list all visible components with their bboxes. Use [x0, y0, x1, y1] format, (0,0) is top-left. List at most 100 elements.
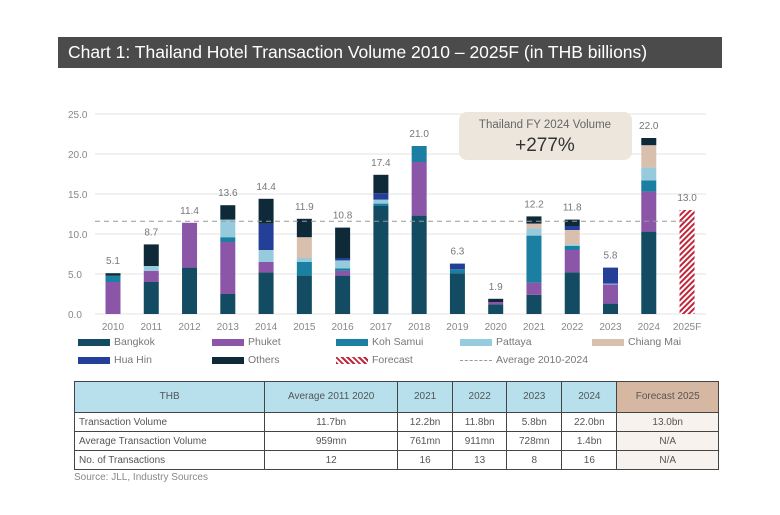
x-tick-label: 2011: [141, 322, 163, 333]
table-cell: 13.0bn: [616, 412, 719, 432]
bar-segment-bangkok: [603, 303, 619, 314]
bar-segment-koh-samui: [564, 246, 580, 250]
legend-item: Phuket: [212, 336, 281, 348]
legend-label: Phuket: [248, 336, 281, 348]
bar-segment-phuket: [182, 222, 198, 268]
bar-segment-phuket: [258, 262, 274, 273]
bar-segment-phuket: [220, 242, 236, 294]
bar-segment-chiang-mai: [526, 223, 542, 229]
table-cell: 11.8bn: [452, 412, 508, 432]
y-tick-label: 20.0: [68, 150, 88, 161]
bar-segment-pattaya: [373, 199, 389, 204]
data-label: 14.4: [256, 182, 276, 193]
bar-segment-koh-samui: [220, 237, 236, 242]
x-tick-label: 2019: [446, 322, 469, 333]
bar-segment-pattaya: [258, 250, 274, 262]
table-cell: 16: [397, 450, 454, 470]
bar-segment-bangkok: [411, 215, 427, 314]
bar-segment-pattaya: [296, 258, 312, 262]
legend-item: Bangkok: [78, 336, 155, 348]
bar-segment-phuket: [488, 302, 504, 305]
data-label: 12.2: [524, 199, 544, 210]
bar-segment-chiang-mai: [641, 145, 657, 168]
x-tick-label: 2010: [102, 322, 125, 333]
table-row: Transaction Volume 11.7bn 12.2bn 11.8bn 5.8b…: [73, 412, 719, 432]
x-tick-label: 2016: [331, 322, 354, 333]
table-cell: 728mn: [506, 431, 563, 451]
legend-item: Forecast: [336, 354, 413, 366]
table-cell: N/A: [616, 450, 719, 470]
x-tick-label: 2015: [293, 322, 316, 333]
table-cell: 911mn: [452, 431, 508, 451]
table-cell: 5.8bn: [506, 412, 563, 432]
bar-segment-phuket: [335, 270, 351, 276]
legend-swatch: [212, 338, 244, 346]
x-tick-label: 2025F: [673, 322, 701, 333]
bar-segment-hua-hin: [564, 226, 580, 230]
bar-segment-bangkok: [449, 273, 465, 314]
bar-segment-pattaya: [143, 266, 159, 271]
legend-label: Forecast: [372, 354, 413, 366]
x-tick-label: 2022: [561, 322, 584, 333]
y-tick-label: 15.0: [68, 190, 88, 201]
bar-segment-chiang-mai: [296, 237, 312, 258]
table-header: Forecast 2025: [616, 381, 719, 413]
bar-segment-koh-samui: [373, 203, 389, 206]
bar-segment-hua-hin: [258, 223, 274, 250]
data-label: 17.4: [371, 158, 391, 169]
table-header: 2021: [397, 381, 454, 413]
data-label: 13.0: [677, 193, 697, 204]
legend-label: Others: [248, 354, 280, 366]
x-tick-label: 2018: [408, 322, 431, 333]
bar-segment-phuket: [105, 282, 121, 314]
bar-segment-phuket: [641, 191, 657, 232]
bar-segment-pattaya: [526, 228, 542, 236]
x-tick-label: 2024: [638, 322, 661, 333]
bar-segment-bangkok: [182, 267, 198, 314]
legend-item: Others: [212, 354, 280, 366]
table-cell: Transaction Volume: [73, 412, 266, 432]
bar-segment-koh-samui: [641, 180, 657, 192]
bar-segment-others: [641, 138, 657, 146]
bar-segment-koh-samui: [296, 262, 312, 276]
table-header: Average 2011 2020: [264, 381, 399, 413]
data-label: 13.6: [218, 188, 238, 199]
stacked-bar-chart: 0.0 5.0 10.0 15.0 20.0 25.0 2010 5.1 2011 8.7 2012…: [68, 110, 706, 333]
bar-segment-phuket: [143, 270, 159, 282]
source-note: Source: JLL, Industry Sources: [74, 472, 208, 483]
table-cell: No. of Transactions: [73, 450, 266, 470]
table-cell: 761mn: [397, 431, 454, 451]
data-label: 6.3: [450, 247, 464, 258]
y-tick-label: 10.0: [68, 230, 88, 241]
x-tick-label: 2014: [255, 322, 278, 333]
table-cell: 16: [561, 450, 618, 470]
bar-segment-bangkok: [526, 294, 542, 314]
legend-swatch: [78, 356, 110, 364]
callout-line2: +277%: [515, 135, 575, 156]
x-tick-label: 2021: [523, 322, 546, 333]
x-tick-label: 2012: [178, 322, 201, 333]
bar-segment-others: [335, 227, 351, 258]
bar-segment-others: [564, 219, 580, 226]
summary-table: THB Average 2011 2020 2021 2022 2023 2024 Fore…: [73, 381, 719, 470]
bar-segment-koh-samui: [105, 275, 121, 282]
bar-segment-pattaya: [641, 167, 657, 181]
legend-label: Pattaya: [496, 336, 532, 348]
data-label: 5.1: [106, 256, 120, 267]
bar-segment-others: [220, 205, 236, 220]
legend-item: Average 2010-2024: [460, 354, 588, 366]
legend-swatch: [212, 356, 244, 364]
legend-swatch: [460, 338, 492, 346]
table-cell: 12: [264, 450, 399, 470]
bar-segment-others: [296, 218, 312, 238]
y-tick-label: 5.0: [68, 270, 82, 281]
bar-segment-chiang-mai: [564, 230, 580, 245]
table-header: 2023: [506, 381, 563, 413]
bar-segment-pattaya: [603, 283, 619, 285]
callout-line1: Thailand FY 2024 Volume: [479, 119, 611, 131]
table-header: THB: [73, 381, 266, 413]
legend-label: Average 2010-2024: [496, 354, 589, 366]
legend-swatch: [336, 338, 368, 346]
table-cell: N/A: [616, 431, 719, 451]
x-tick-label: 2017: [370, 322, 393, 333]
